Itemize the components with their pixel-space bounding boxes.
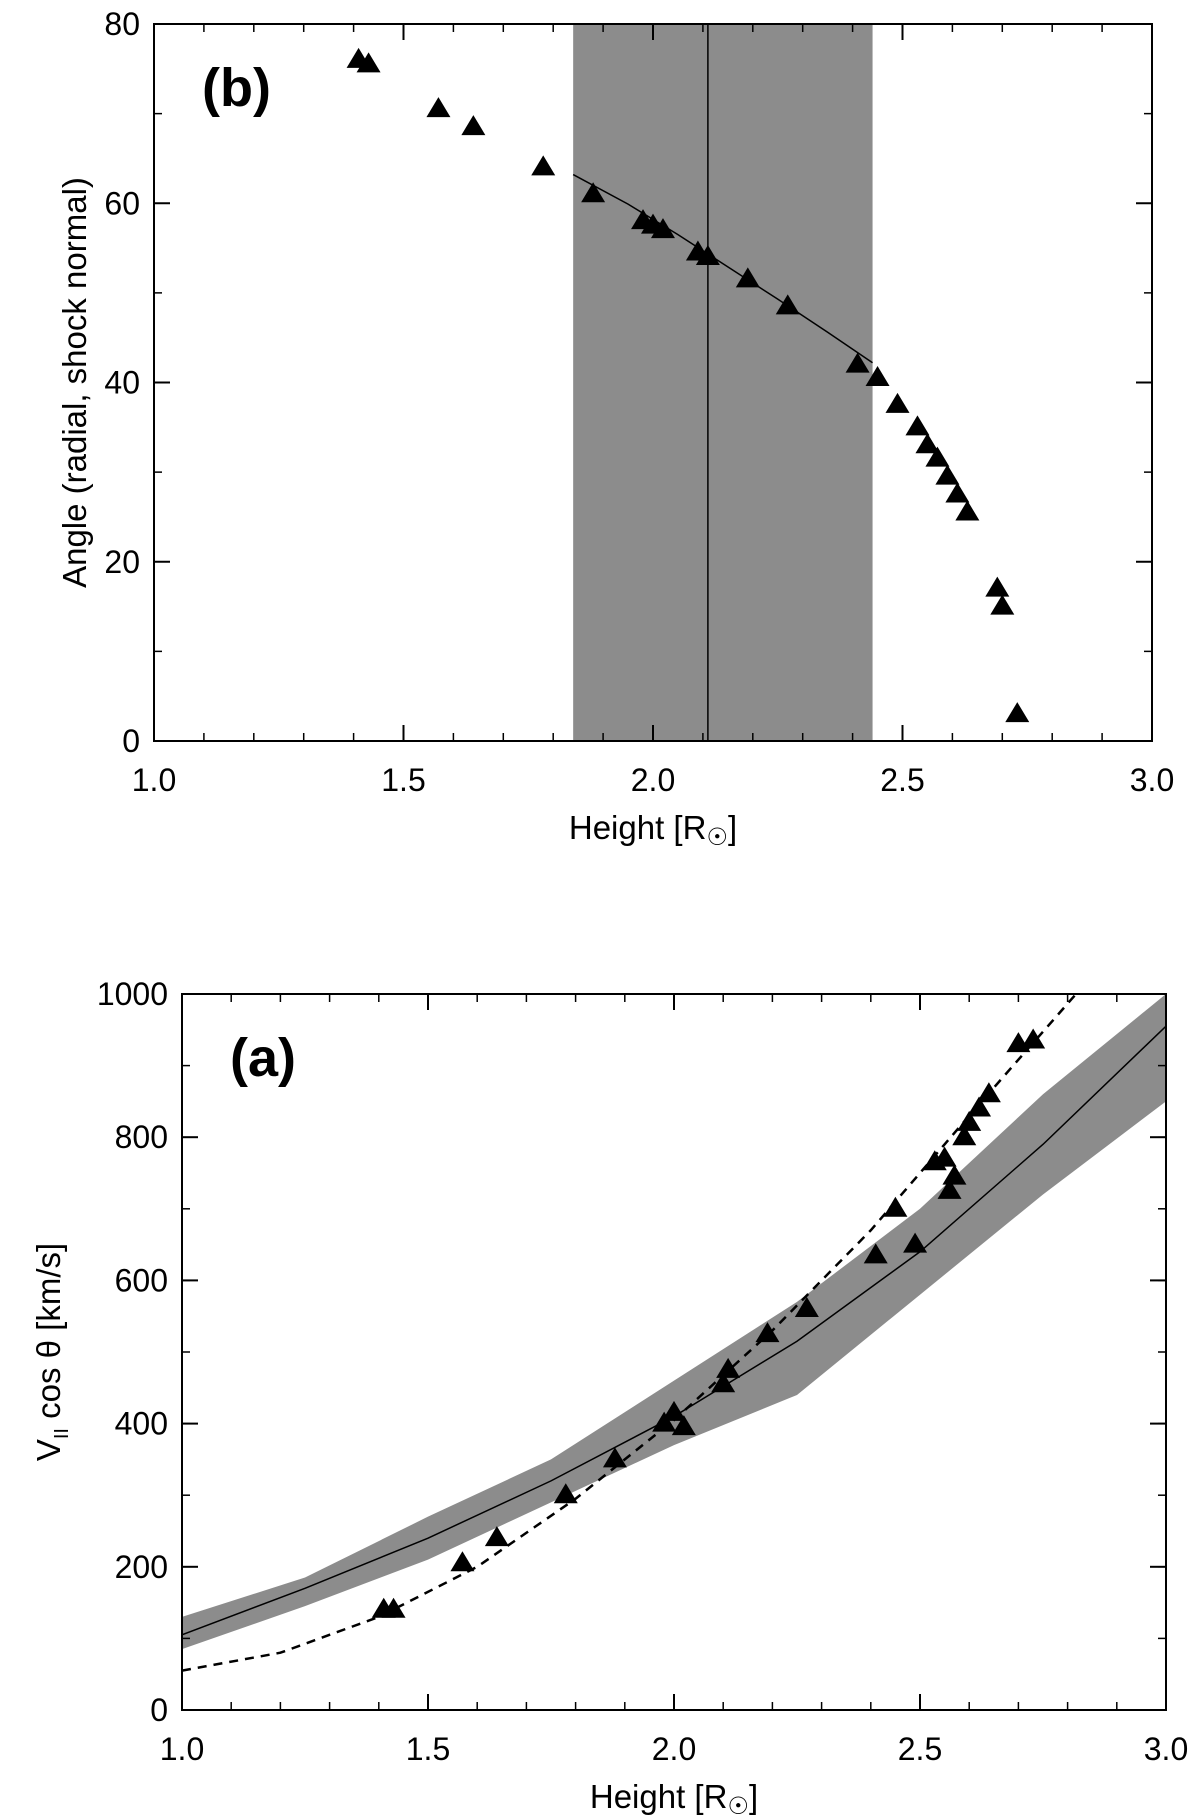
- y-tick-label: 60: [104, 185, 140, 221]
- x-axis-title-close: ]: [728, 809, 737, 846]
- chart-panel-b: 1.0 1.5 2.0 2.5 3.0 0 20 40 60 80 (b) Height [R☉] An…: [56, 6, 1174, 851]
- data-point-triangle: [695, 245, 720, 266]
- uncertainty-band: [182, 994, 1166, 1650]
- x-axis-title-main: Height [R: [569, 809, 707, 846]
- panel-label: (b): [202, 58, 271, 118]
- y-tick-label: 20: [104, 544, 140, 580]
- data-point-triangle: [885, 392, 910, 413]
- data-point-triangle: [932, 1146, 957, 1167]
- y-axis-title-rest: cos θ [km/s]: [30, 1243, 67, 1428]
- x-axis-title-close: ]: [749, 1778, 758, 1815]
- data-point-triangle: [553, 1483, 578, 1504]
- x-axis-title-main: Height [R: [590, 1778, 728, 1815]
- data-point-triangle: [967, 1096, 992, 1117]
- chart-panel-a: 1.0 1.5 2.0 2.5 3.0 0 200 400 600 800 1000 (a) Heigh…: [30, 976, 1188, 1820]
- data-point-triangle: [903, 1232, 928, 1253]
- x-tick-label: 1.0: [132, 762, 176, 798]
- x-tick-label: 2.0: [652, 1731, 696, 1767]
- data-point-triangle: [650, 218, 675, 239]
- data-point-triangle: [957, 1110, 982, 1131]
- x-tick-label: 1.0: [160, 1731, 204, 1767]
- shaded-region: [573, 24, 873, 741]
- data-point-triangle: [381, 1597, 406, 1618]
- data-point-triangle: [942, 1164, 967, 1185]
- data-point-triangle: [755, 1322, 780, 1343]
- data-point-triangle: [794, 1297, 819, 1318]
- data-point-triangle: [905, 415, 930, 436]
- fit-line: [572, 173, 873, 364]
- y-tick-label: 600: [115, 1262, 168, 1298]
- data-point-triangle: [671, 1415, 696, 1436]
- data-point-triangle: [937, 1178, 962, 1199]
- data-point-triangle: [652, 1411, 677, 1432]
- data-point-triangle: [711, 1372, 736, 1393]
- y-tick-label: 800: [115, 1119, 168, 1155]
- data-point-triangle: [952, 1125, 977, 1146]
- x-tick-label: 2.5: [898, 1731, 942, 1767]
- x-axis-title: Height [R☉]: [590, 1778, 758, 1820]
- data-point-triangle: [990, 594, 1015, 615]
- data-point-triangle: [863, 1243, 888, 1264]
- x-tick-label: 1.5: [381, 762, 425, 798]
- data-point-triangle: [735, 267, 760, 288]
- y-tick-label: 200: [115, 1549, 168, 1585]
- x-axis-title-sub: ☉: [706, 824, 728, 851]
- y-axis-title-sub: II: [51, 1428, 73, 1439]
- plot-frame: [181, 993, 1167, 1711]
- data-point-triangle: [845, 352, 870, 373]
- x-axis-title: Height [R☉]: [569, 809, 737, 851]
- panel-label: (a): [230, 1028, 296, 1088]
- y-tick-label: 0: [150, 1692, 168, 1728]
- data-point-triangle: [602, 1447, 627, 1468]
- data-point-triangle: [716, 1357, 741, 1378]
- y-axis-title: VII cos θ [km/s]: [30, 1243, 73, 1461]
- x-tick-label: 3.0: [1144, 1731, 1188, 1767]
- y-axis-title: Angle (radial, shock normal): [56, 177, 93, 588]
- data-point-triangle: [775, 294, 800, 315]
- data-point-triangle: [461, 115, 486, 136]
- data-point-triangle: [662, 1400, 686, 1421]
- y-tick-label: 0: [122, 723, 140, 759]
- data-point-triangle: [356, 52, 381, 73]
- x-tick-label: 1.5: [406, 1731, 450, 1767]
- data-point-triangle: [925, 446, 950, 467]
- data-point-triangle: [985, 576, 1010, 597]
- x-tick-label: 2.5: [880, 762, 924, 798]
- dashed-fit-line: [182, 994, 1078, 1672]
- y-tick-label: 80: [104, 6, 140, 42]
- data-point-triangle: [426, 97, 451, 118]
- y-axis-title-main: V: [30, 1439, 67, 1461]
- data-point-triangle: [484, 1526, 509, 1547]
- data-point-triangle: [945, 482, 970, 503]
- data-point-triangle: [1021, 1028, 1046, 1049]
- x-tick-label: 3.0: [1130, 762, 1174, 798]
- y-tick-label: 40: [104, 365, 140, 401]
- data-point-triangle: [883, 1196, 908, 1217]
- data-point-triangle: [935, 464, 960, 485]
- x-tick-label: 2.0: [631, 762, 675, 798]
- data-point-triangle: [581, 182, 606, 203]
- x-axis-title-sub: ☉: [727, 1793, 749, 1820]
- data-point-triangle: [531, 155, 556, 176]
- data-point-triangle: [450, 1551, 475, 1572]
- data-point-triangle: [976, 1082, 1001, 1103]
- data-point-triangle: [865, 366, 890, 387]
- y-tick-label: 400: [115, 1406, 168, 1442]
- data-point-triangle: [915, 433, 940, 454]
- data-point-triangle: [955, 500, 980, 521]
- y-tick-label: 1000: [97, 976, 168, 1012]
- data-point-triangle: [1005, 702, 1030, 723]
